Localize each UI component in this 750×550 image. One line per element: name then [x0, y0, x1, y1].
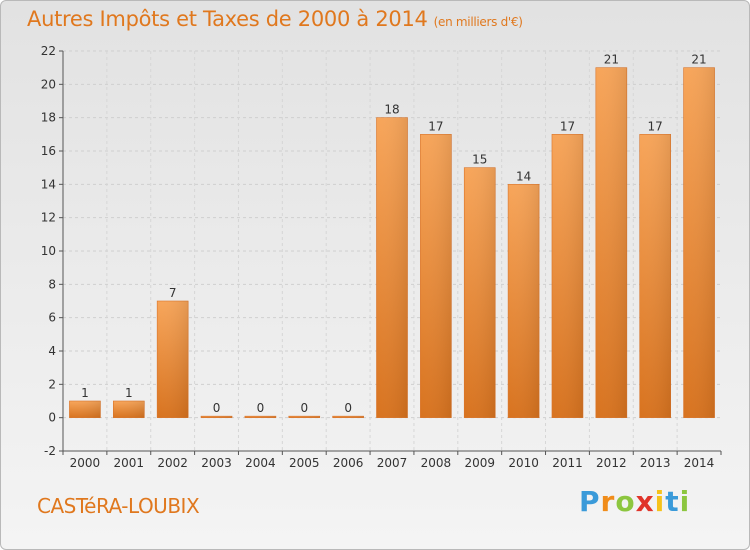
bar-value-label: 1 — [125, 386, 133, 400]
y-tick-label: 4 — [48, 344, 56, 358]
bar-shade — [551, 134, 583, 418]
logo-letter: P — [579, 485, 601, 518]
y-tick-label: 20 — [41, 77, 56, 91]
bar-value-label: 17 — [648, 119, 663, 133]
y-tick-label: 8 — [48, 277, 56, 291]
x-tick-label: 2007 — [377, 456, 408, 470]
bar-shade — [683, 67, 715, 418]
bar-shade — [639, 134, 671, 418]
bar-shade — [595, 67, 627, 418]
y-tick-label: 14 — [41, 177, 56, 191]
bar-shade — [420, 134, 452, 418]
commune-name: CASTéRA-LOUBIX — [37, 494, 200, 518]
bar-shade — [288, 416, 320, 418]
chart-title-text: Autres Impôts et Taxes de 2000 à 2014 — [27, 7, 428, 31]
proxiti-logo: Proxiti — [579, 485, 690, 518]
x-tick-label: 2009 — [464, 456, 495, 470]
chart-unit: (en milliers d'€) — [433, 15, 523, 29]
bar-shade — [201, 416, 233, 418]
y-tick-label: 2 — [48, 377, 56, 391]
x-tick-label: 2010 — [508, 456, 539, 470]
x-tick-label: 2012 — [596, 456, 627, 470]
bar-value-label: 17 — [428, 119, 443, 133]
bar-value-label: 1 — [81, 386, 89, 400]
bar-shade — [508, 184, 540, 418]
x-tick-label: 2002 — [157, 456, 188, 470]
x-tick-label: 2013 — [640, 456, 671, 470]
y-tick-label: 12 — [41, 211, 56, 225]
bar-value-label: 14 — [516, 169, 531, 183]
bar-value-label: 7 — [169, 286, 177, 300]
y-tick-label: 18 — [41, 111, 56, 125]
x-tick-label: 2003 — [201, 456, 232, 470]
logo-letter: i — [679, 485, 691, 518]
bar-value-label: 15 — [472, 153, 487, 167]
bar-value-label: 0 — [344, 401, 352, 415]
bar-shade — [244, 416, 276, 418]
x-tick-label: 2011 — [552, 456, 583, 470]
x-tick-label: 2000 — [70, 456, 101, 470]
bar-value-label: 21 — [604, 53, 619, 67]
y-tick-label: 10 — [41, 244, 56, 258]
x-tick-label: 2008 — [421, 456, 452, 470]
logo-letter: o — [615, 485, 636, 518]
x-tick-label: 2005 — [289, 456, 320, 470]
x-tick-label: 2001 — [114, 456, 145, 470]
y-tick-label: -2 — [44, 444, 56, 458]
logo-letter: i — [654, 485, 666, 518]
bar-shade — [376, 117, 408, 418]
bar-layer — [69, 67, 715, 418]
bar-shade — [157, 301, 189, 418]
y-tick-label: 16 — [41, 144, 56, 158]
logo-letter: x — [635, 485, 655, 518]
bar-shade — [69, 401, 101, 418]
bar-shade — [332, 416, 364, 418]
bar-value-label: 0 — [213, 401, 221, 415]
x-tick-label: 2006 — [333, 456, 364, 470]
bar-value-label: 0 — [300, 401, 308, 415]
x-tick-label: 2014 — [684, 456, 715, 470]
y-tick-label: 22 — [41, 44, 56, 58]
chart-title: Autres Impôts et Taxes de 2000 à 2014 (en… — [27, 7, 523, 31]
bar-shade — [464, 167, 496, 418]
bar-value-label: 21 — [691, 53, 706, 67]
bar-value-label: 18 — [384, 103, 399, 117]
bar-shade — [113, 401, 145, 418]
x-tick-label: 2004 — [245, 456, 276, 470]
y-tick-label: 6 — [48, 311, 56, 325]
logo-letter: t — [665, 485, 680, 518]
bar-value-label: 0 — [257, 401, 265, 415]
y-tick-label: 0 — [48, 411, 56, 425]
logo-letter: r — [600, 485, 616, 518]
bar-value-label: 17 — [560, 119, 575, 133]
